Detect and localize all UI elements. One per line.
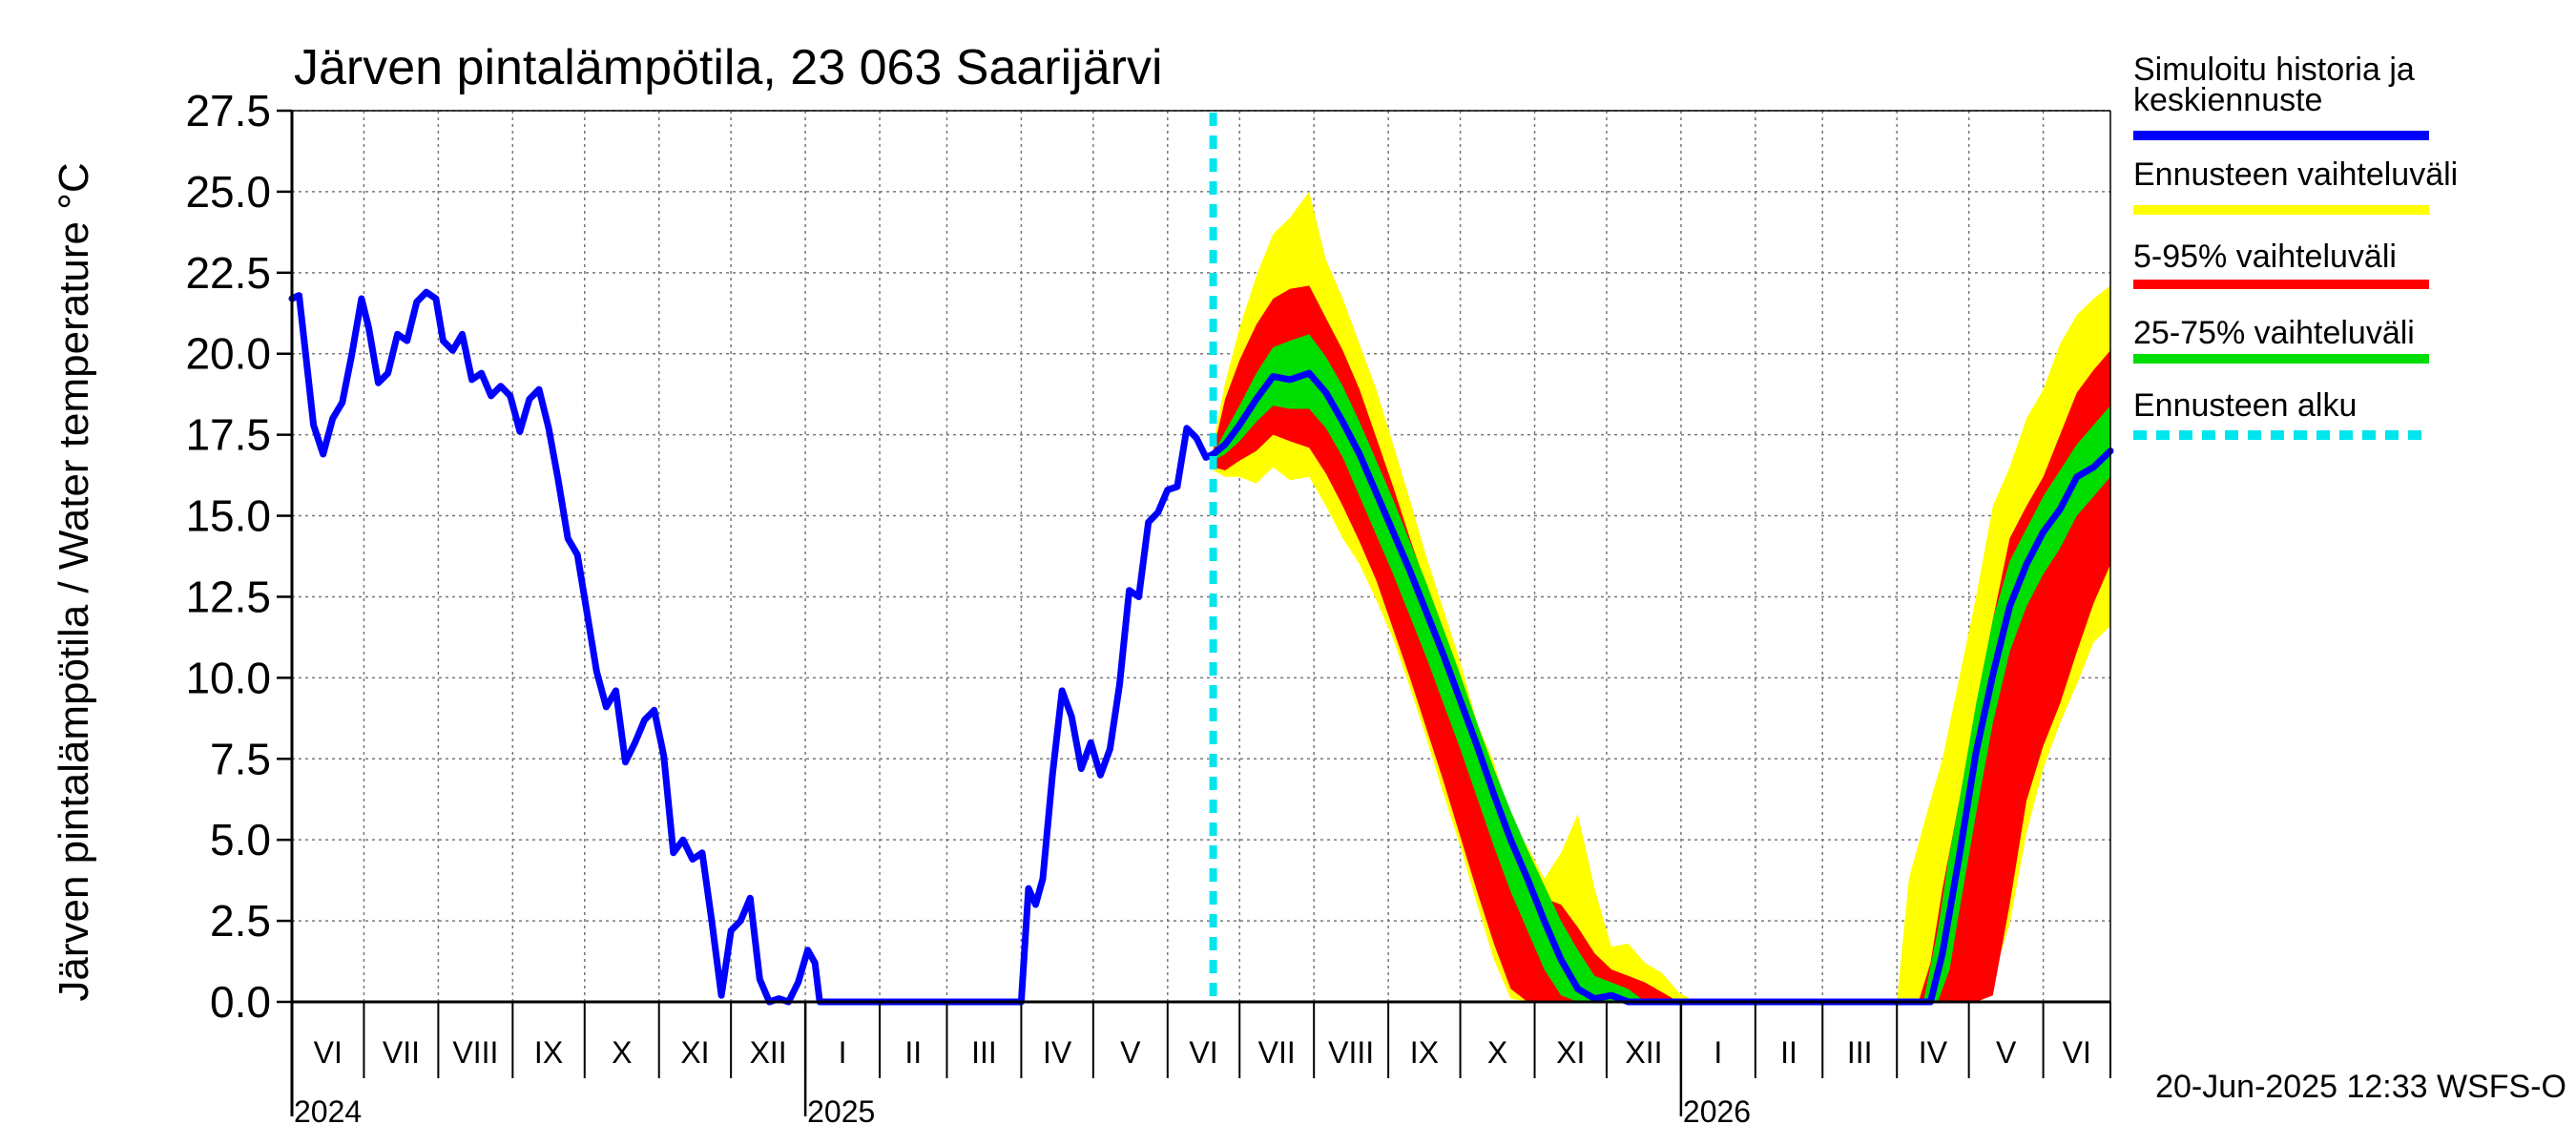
month-label: V: [1996, 1035, 2017, 1070]
year-label: 2025: [807, 1094, 875, 1129]
plot-frame: [290, 110, 2111, 1116]
y-tick-label: 10.0: [185, 653, 271, 702]
grid: [292, 110, 2110, 1003]
band-25-75-vaihteluv-li: [1213, 334, 2110, 1002]
legend-label: 5-95% vaihteluväli: [2133, 239, 2397, 275]
month-label: VI: [2063, 1035, 2091, 1070]
month-label: IX: [534, 1035, 563, 1070]
y-axis-label: Järven pintalämpötila / Water temperatur…: [51, 162, 97, 1001]
y-tick-label: 22.5: [185, 248, 271, 298]
forecast-bands: [1213, 191, 2110, 1002]
y-tick-label: 20.0: [185, 329, 271, 379]
month-label: XI: [680, 1035, 709, 1070]
month-label: VII: [1258, 1035, 1296, 1070]
month-label: II: [904, 1035, 922, 1070]
month-label: IX: [1410, 1035, 1439, 1070]
legend-label: Ennusteen vaihteluväli: [2133, 156, 2458, 193]
month-label: I: [1714, 1035, 1722, 1070]
month-label: IV: [1919, 1035, 1948, 1070]
month-label: XII: [1625, 1035, 1662, 1070]
month-label: XII: [750, 1035, 787, 1070]
footer-timestamp: 20-Jun-2025 12:33 WSFS-O: [2155, 1069, 2566, 1105]
legend-label: Simuloitu historia ja: [2133, 52, 2415, 88]
y-tick-label: 5.0: [210, 815, 271, 864]
y-axis: 0.0 2.5 5.0 7.5 10.0 12.5 15.0 17.5 20.0 22.5 25.0…: [185, 86, 292, 1027]
y-tick-label: 25.0: [185, 167, 271, 217]
y-tick-label: 2.5: [210, 896, 271, 946]
y-tick-label: 27.5: [185, 86, 271, 135]
year-label: 2024: [294, 1094, 362, 1129]
month-label: VI: [1189, 1035, 1217, 1070]
month-label: I: [839, 1035, 847, 1070]
month-label: IV: [1043, 1035, 1072, 1070]
month-label: X: [1487, 1035, 1507, 1070]
x-axis: VI VII VIII IX X XI XII I II III IV V VI VII VIII IX X XI…: [290, 1002, 2111, 1129]
month-label: III: [971, 1035, 997, 1070]
month-label: III: [1847, 1035, 1873, 1070]
month-label: VIII: [452, 1035, 498, 1070]
legend-label: 25-75% vaihteluväli: [2133, 315, 2415, 351]
y-tick-label: 7.5: [210, 734, 271, 783]
y-tick-label: 12.5: [185, 572, 271, 621]
month-label: VI: [314, 1035, 343, 1070]
y-tick-label: 17.5: [185, 410, 271, 460]
legend-label: Ennusteen alku: [2133, 387, 2357, 424]
month-label: V: [1120, 1035, 1141, 1070]
month-label: VII: [383, 1035, 420, 1070]
y-tick-label: 15.0: [185, 491, 271, 541]
y-tick-label: 0.0: [210, 977, 271, 1027]
month-label: VIII: [1328, 1035, 1374, 1070]
month-label: X: [612, 1035, 632, 1070]
legend-label: keskiennuste: [2133, 82, 2322, 118]
chart-title: Järven pintalämpötila, 23 063 Saarijärvi: [294, 40, 1163, 95]
year-label: 2026: [1683, 1094, 1751, 1129]
month-label: XI: [1556, 1035, 1585, 1070]
month-label: II: [1780, 1035, 1797, 1070]
